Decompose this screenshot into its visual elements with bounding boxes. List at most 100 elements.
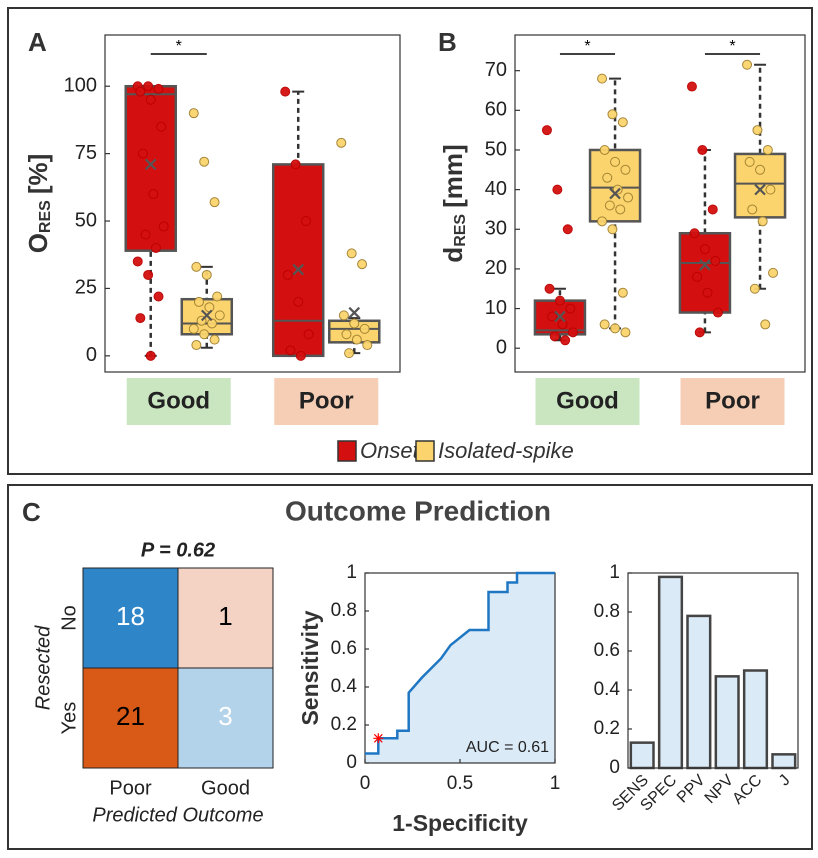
y-tick-label: 25 (75, 277, 97, 299)
data-point (557, 319, 568, 330)
data-point (562, 224, 573, 235)
bar (686, 614, 712, 770)
data-point (153, 291, 164, 302)
data-point (156, 121, 167, 132)
data-point (567, 327, 578, 338)
data-point (209, 334, 220, 345)
y-label-unit: [mm] (438, 144, 468, 208)
data-point (752, 125, 763, 136)
panel-label: C (22, 497, 41, 527)
y-tick-label: 10 (485, 297, 507, 319)
category-label: Poor (299, 387, 354, 414)
data-point (699, 244, 710, 255)
data-point (749, 283, 760, 294)
y-tick-label: 0.4 (594, 679, 621, 700)
data-point (554, 295, 565, 306)
roc-curve (365, 571, 555, 755)
x-tick-label: PPV (674, 772, 709, 807)
y-tick-label: 50 (75, 209, 97, 231)
data-point (351, 334, 362, 345)
x-tick-label: J (776, 772, 794, 790)
bar (629, 741, 655, 770)
y-tick-label: 0.6 (594, 640, 620, 661)
y-axis-label: Sensitivity (297, 610, 323, 725)
column-label: Good (201, 777, 250, 799)
data-point (349, 318, 360, 329)
significance-star: * (729, 38, 735, 55)
data-point (610, 156, 621, 167)
data-point (597, 73, 608, 84)
y-tick-label: 0.2 (594, 718, 620, 739)
data-point (742, 59, 753, 70)
data-point (692, 271, 703, 282)
y-axis-label: ORES [%] (23, 154, 54, 254)
data-point (620, 327, 631, 338)
data-point (702, 287, 713, 298)
x-tick-label: NPV (702, 772, 738, 808)
panel-frame (7, 484, 813, 850)
data-point (357, 259, 368, 270)
data-point (747, 204, 758, 215)
data-point (547, 311, 558, 322)
data-point (615, 204, 626, 215)
data-point (206, 318, 217, 329)
y-tick-label: 70 (485, 59, 507, 81)
data-point (560, 335, 571, 346)
y-axis-label: Resected (32, 625, 54, 710)
bar (742, 669, 769, 770)
data-point (686, 81, 697, 92)
y-label-sub: RES (452, 214, 469, 247)
legend-label: Isolated-spike (438, 438, 574, 463)
data-point (765, 184, 776, 195)
bar (657, 575, 684, 770)
x-tick-label: 0 (360, 773, 371, 794)
y-label-unit: [%] (23, 154, 53, 194)
data-point (541, 125, 552, 136)
x-tick-label: 1 (550, 773, 561, 794)
data-point (599, 319, 610, 330)
data-point (599, 144, 610, 155)
data-point (689, 228, 700, 239)
bar (771, 753, 797, 770)
data-point (757, 216, 768, 227)
data-point (712, 307, 723, 318)
y-tick-label: 30 (485, 218, 507, 240)
mean-marker (292, 263, 305, 276)
data-point (290, 159, 301, 170)
heatmap-cell (177, 567, 274, 669)
y-tick-label: 0 (496, 336, 507, 358)
data-point (760, 319, 771, 330)
data-point (710, 255, 721, 266)
x-axis-label: Predicted Outcome (92, 804, 263, 826)
y-label-main: O (23, 233, 53, 253)
y-tick-label: 40 (485, 178, 507, 200)
cell-value: 1 (218, 601, 232, 631)
category-box (274, 378, 379, 425)
data-point (145, 94, 156, 105)
data-point (617, 287, 628, 298)
mean-marker (699, 259, 711, 271)
y-label-sub: RES (37, 200, 54, 233)
data-point (362, 340, 373, 351)
row-label: No (58, 605, 80, 631)
data-point (341, 329, 352, 340)
y-tick-label: 1 (609, 562, 620, 583)
data-point (620, 164, 631, 175)
category-box (126, 378, 231, 425)
panel-label: B (438, 27, 457, 57)
data-point (597, 216, 608, 227)
data-point (755, 164, 766, 175)
data-point (623, 192, 634, 203)
data-point (744, 156, 755, 167)
cell-value: 18 (116, 601, 145, 631)
y-tick-label: 1 (346, 562, 357, 583)
box (733, 152, 787, 219)
chart-title: Outcome Prediction (285, 495, 551, 526)
category-label: Poor (705, 387, 760, 414)
y-tick-label: 60 (485, 99, 507, 121)
data-point (344, 348, 355, 359)
heatmap-cell (82, 567, 179, 669)
data-point (199, 329, 210, 340)
y-axis-label: dRES [mm] (438, 144, 469, 262)
